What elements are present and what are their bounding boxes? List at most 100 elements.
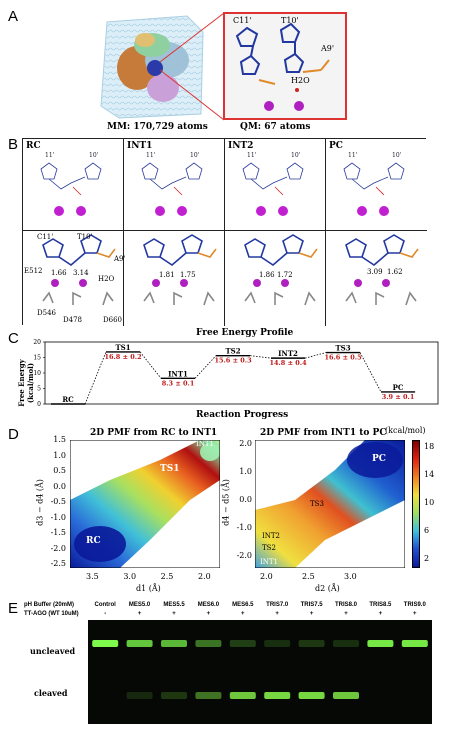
axis-tick-label: 1.0 bbox=[53, 450, 66, 460]
lane-buffer-label: TRIS7.5 bbox=[300, 602, 323, 608]
connector bbox=[359, 352, 382, 393]
mg-ion bbox=[76, 206, 86, 216]
connector bbox=[84, 351, 107, 405]
connector bbox=[194, 355, 217, 379]
residue-ring bbox=[42, 238, 64, 258]
state-name: TS3 bbox=[335, 344, 350, 353]
axis-tick-label: 3.0 bbox=[123, 572, 137, 581]
schematic-label: 11' bbox=[348, 152, 358, 159]
mg-ion bbox=[379, 206, 389, 216]
schematic-label: 11' bbox=[247, 152, 257, 159]
axis-tick-label: -2.0 bbox=[50, 543, 66, 553]
uncleaved-band bbox=[126, 640, 153, 647]
lane-ago-label: + bbox=[344, 611, 348, 617]
lane-ago-label: + bbox=[241, 611, 245, 617]
lane-ago-label: + bbox=[413, 611, 417, 617]
pmf-right-xlabel: d2 (Å) bbox=[315, 584, 340, 593]
state-name: RC bbox=[62, 395, 74, 404]
schematic-label: 10' bbox=[291, 152, 301, 159]
uncleaved-label: uncleaved bbox=[30, 646, 76, 656]
distance-label: 3.09 bbox=[367, 268, 383, 276]
mg-ion bbox=[180, 279, 188, 287]
residue-ring bbox=[383, 234, 405, 254]
pmf-left-ylabel: d3 − d4 (Å) bbox=[35, 479, 45, 526]
state-name: INT2 bbox=[278, 349, 298, 358]
pmf-left-xlabel: d1 (Å) bbox=[136, 584, 161, 593]
panel-e-letter: E bbox=[8, 600, 19, 617]
backbone bbox=[260, 252, 288, 267]
axis-tick-label: 1.0 bbox=[239, 467, 252, 476]
uncleaved-band bbox=[298, 640, 325, 647]
structure-box-rc bbox=[23, 231, 124, 326]
water-oxygen bbox=[173, 186, 183, 196]
distance-label: 1.86 bbox=[259, 271, 275, 279]
state-name: PC bbox=[393, 383, 404, 392]
axis-tick-label: -1.0 bbox=[50, 512, 66, 522]
lane-ago-label: + bbox=[137, 611, 142, 617]
state-name: TS1 bbox=[115, 343, 130, 352]
residue-ring bbox=[143, 238, 165, 258]
aspartate-side-chains bbox=[345, 291, 417, 306]
cleaved-band bbox=[126, 692, 153, 699]
y-tick-label: 20 bbox=[33, 339, 41, 346]
mg-ion bbox=[152, 279, 160, 287]
ribose-ring bbox=[141, 162, 159, 180]
uncleaved-band bbox=[367, 640, 394, 647]
backbone bbox=[159, 252, 187, 267]
lane-buffer-label: TRIS8.0 bbox=[334, 602, 357, 608]
colorbar-tick: 10 bbox=[424, 498, 435, 507]
pmf-region-label: TS3 bbox=[310, 500, 324, 508]
state-name: INT1 bbox=[168, 369, 188, 378]
schematic-label: 11' bbox=[146, 152, 156, 159]
qm-residue-label: C11' bbox=[233, 16, 252, 25]
distance-label: 1.75 bbox=[180, 271, 196, 279]
mechanism-grid: RC INT1 INT2 PC 11' 10' 11' 10' 11' 10' 11' 10'… bbox=[22, 138, 427, 326]
structure-box-int1 bbox=[124, 231, 225, 326]
energy-label: 3.9 ± 0.1 bbox=[382, 393, 415, 401]
y-tick-label: 15 bbox=[33, 355, 41, 362]
axis-tick-label: 2.0 bbox=[260, 572, 273, 581]
mechanism-schematics: 11' 10' 11' 10' 11' 10' 11' 10' bbox=[40, 152, 405, 216]
mm-system-image bbox=[97, 10, 207, 122]
axis-tick-label: 2.5 bbox=[302, 572, 315, 581]
mg-ion bbox=[256, 206, 266, 216]
mg-ion bbox=[155, 206, 165, 216]
state-box-pc: PC bbox=[326, 139, 427, 231]
residue-ring bbox=[345, 238, 367, 258]
qm-residue-label: H2O bbox=[291, 76, 310, 85]
mg-ion bbox=[51, 279, 59, 287]
colorbar-tick: 18 bbox=[424, 442, 435, 451]
axis-tick-label: 1.5 bbox=[53, 435, 66, 444]
ribose-ring bbox=[185, 162, 203, 180]
colorbar-unit: (kcal/mol) bbox=[385, 426, 426, 435]
y-tick-label: 0 bbox=[37, 401, 41, 408]
pmf-region-label: PC bbox=[372, 454, 386, 464]
state-box-int2: INT2 bbox=[225, 139, 326, 231]
aspartate-side-chains bbox=[143, 291, 215, 306]
residue-ring bbox=[282, 234, 304, 254]
schematic-label: 11' bbox=[45, 152, 55, 159]
pmf-right-ylabel: d4 − d5 (Å) bbox=[221, 479, 231, 526]
lane-headers: Control - MES5.0 + MES5.5 + MES6.0 + MES6.5 + TRIS… bbox=[88, 600, 432, 622]
state-label: PC bbox=[329, 141, 343, 151]
axis-tick-label: -1.0 bbox=[236, 523, 252, 532]
axis-tick-label: 3.5 bbox=[86, 572, 99, 581]
lane-buffer-label: TRIS9.0 bbox=[403, 602, 426, 608]
residue-label: D478 bbox=[63, 316, 82, 324]
uncleaved-band bbox=[264, 640, 291, 647]
water-oxygen bbox=[274, 186, 284, 196]
axis-tick-label: 3.0 bbox=[344, 572, 357, 581]
lane-buffer-label: TRIS8.5 bbox=[369, 602, 392, 608]
aspartate-side-chains bbox=[42, 291, 114, 306]
distance-label: 3.14 bbox=[73, 269, 89, 277]
pmf-region-label: INT1 bbox=[260, 558, 279, 566]
energy-label: 15.6 ± 0.3 bbox=[214, 357, 252, 365]
lane-buffer-label: MES5.5 bbox=[163, 602, 185, 608]
cleaved-label: cleaved bbox=[34, 688, 68, 698]
panel-a-letter: A bbox=[8, 8, 19, 25]
pmf-region-label: INT1 bbox=[196, 440, 215, 448]
axis-tick-label: -1.5 bbox=[50, 528, 66, 537]
connector bbox=[250, 355, 272, 359]
pmf-region-label: TS1 bbox=[160, 464, 180, 474]
